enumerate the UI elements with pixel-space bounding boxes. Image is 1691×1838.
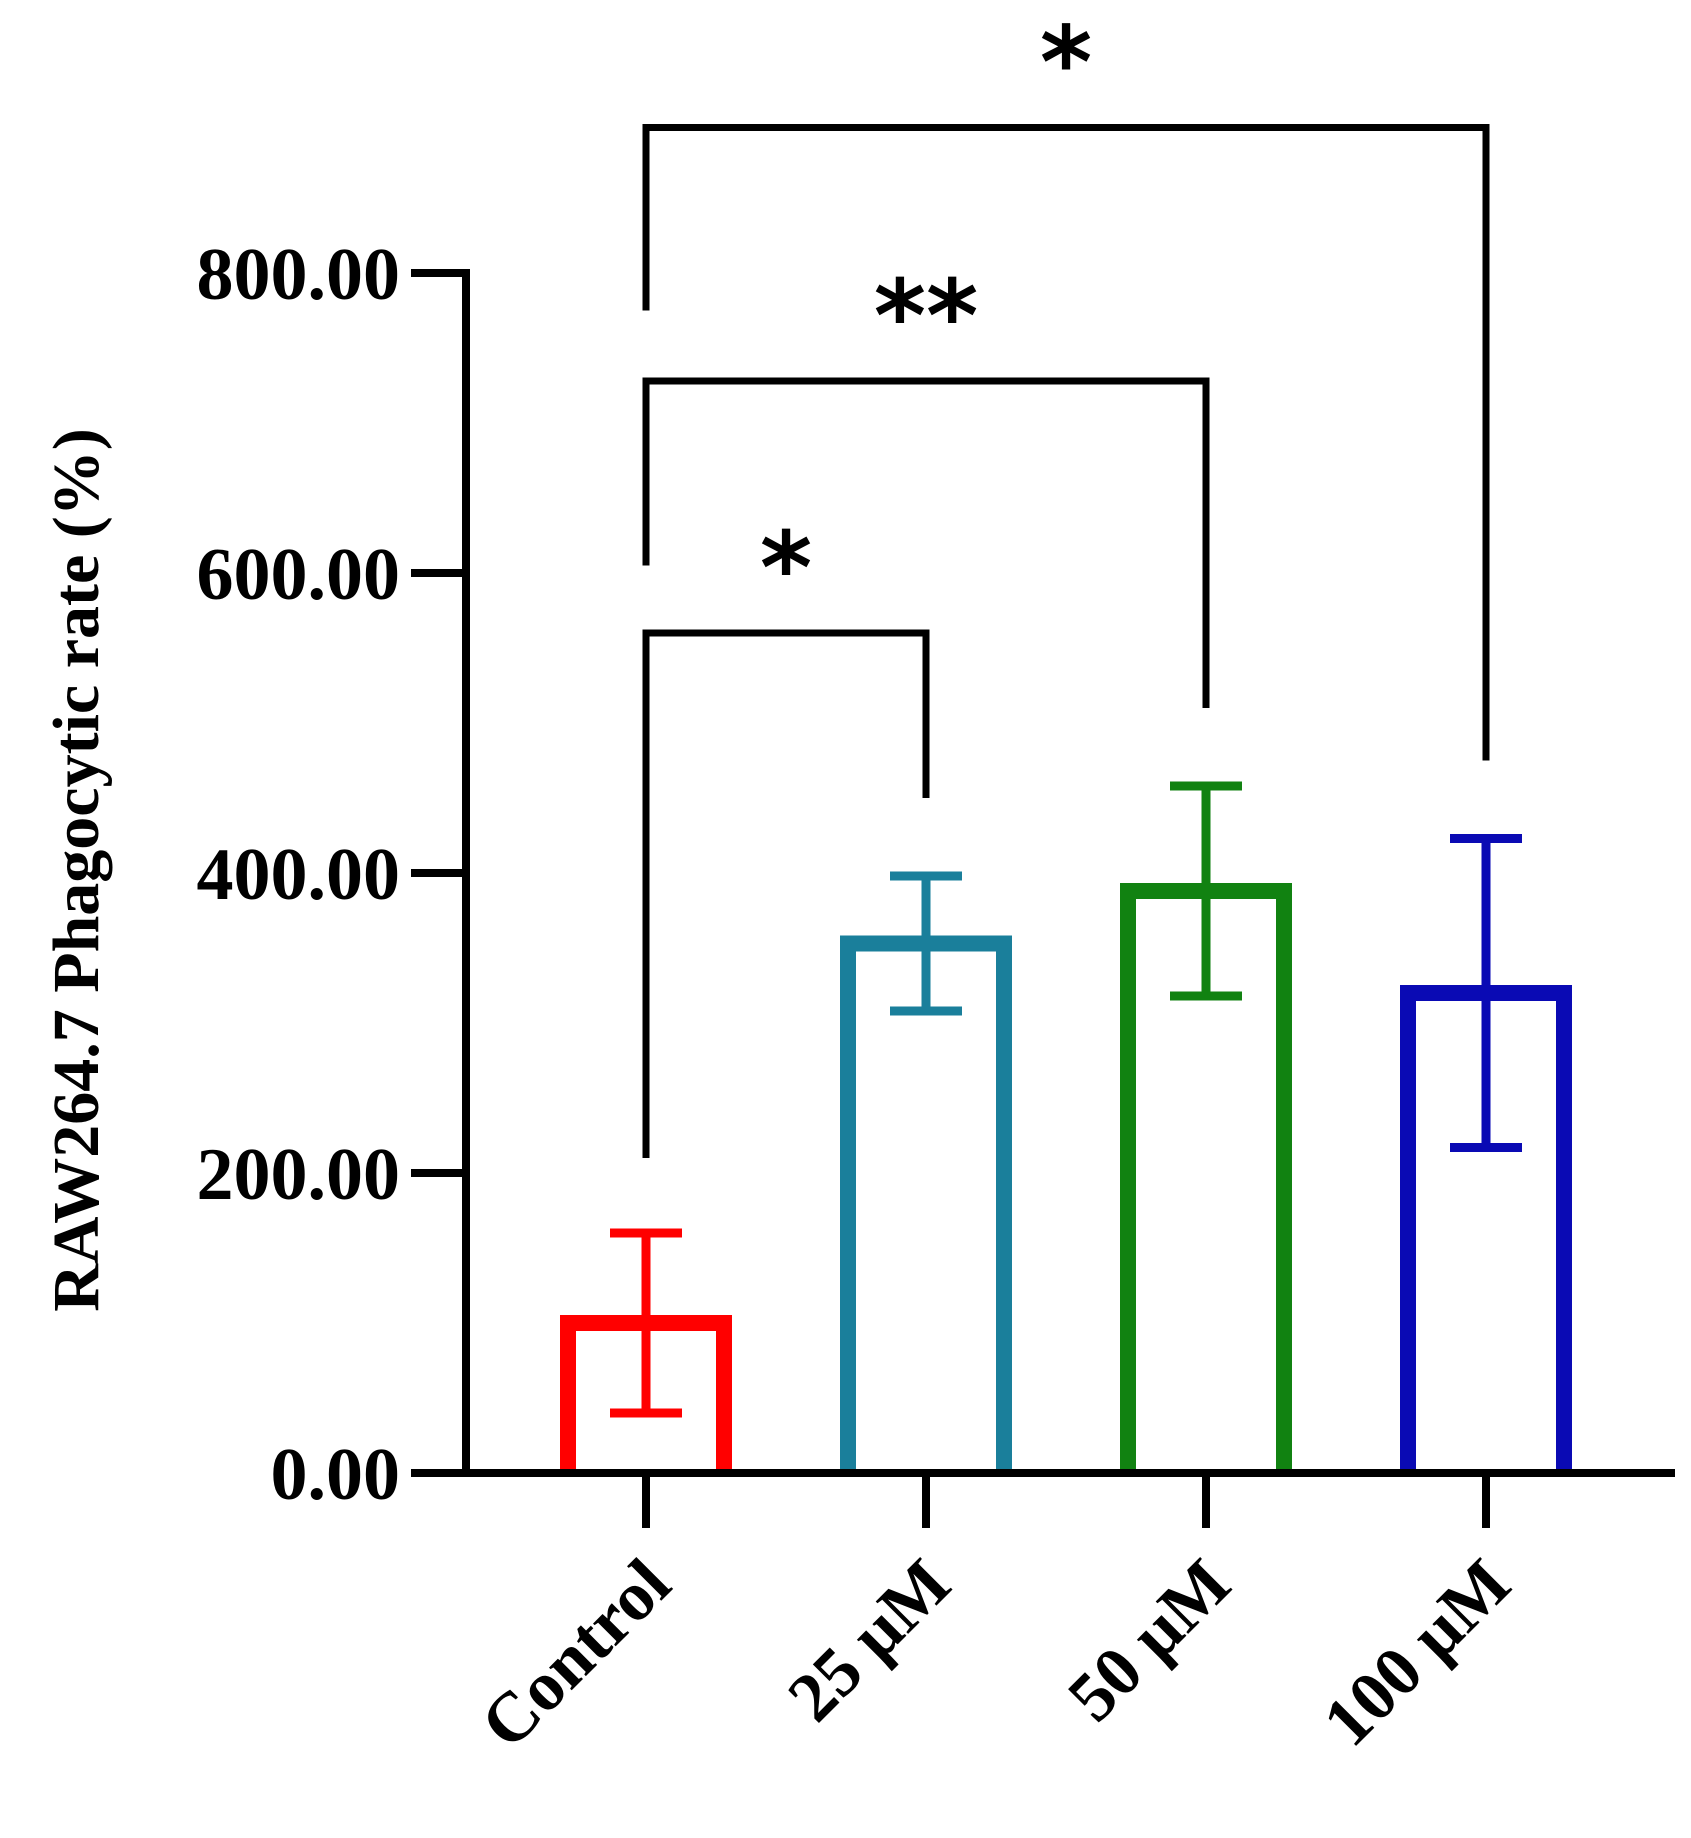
significance-bracket-1 [642, 377, 1210, 708]
x-tick-label-2: 50 µM [1054, 1545, 1246, 1737]
significance-bracket-0 [642, 629, 930, 1158]
x-tick-label-3: 100 µM [1309, 1545, 1525, 1761]
significance-bracket-2 [642, 124, 1490, 761]
y-tick-label-1: 200.00 [197, 1134, 401, 1216]
bars-layer [560, 883, 1572, 1473]
significance-layer: **** [642, 5, 1490, 1158]
y-tick-label-4: 800.00 [197, 234, 401, 316]
x-tick-label-0: Control [467, 1545, 686, 1764]
error-bars-layer [610, 781, 1522, 1418]
y-tick-label-0: 0.00 [271, 1434, 401, 1516]
significance-label-1: ** [874, 258, 979, 375]
x-tick-label-1: 25 µM [774, 1545, 966, 1737]
significance-label-0: * [760, 510, 812, 627]
significance-label-2: * [1040, 5, 1092, 122]
y-tick-label-3: 600.00 [197, 534, 401, 616]
bar-1 [840, 935, 1012, 1473]
y-tick-label-2: 400.00 [197, 834, 401, 916]
y-axis-label: RAW264.7 Phagocytic rate (%) [40, 428, 113, 1311]
